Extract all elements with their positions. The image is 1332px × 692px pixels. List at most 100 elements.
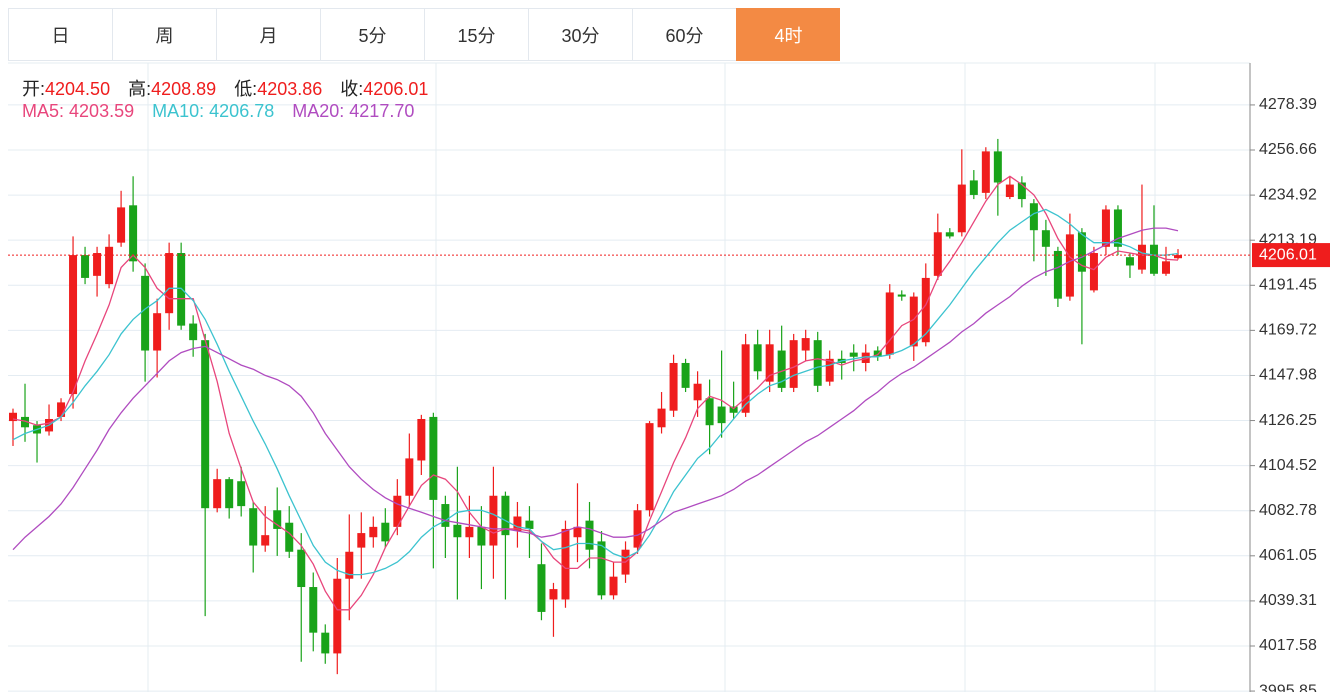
period-tab[interactable]: 5分 — [320, 8, 424, 61]
candle-body — [1089, 253, 1098, 291]
candle-body — [1053, 250, 1062, 299]
ma-value: 4217.70 — [349, 101, 415, 121]
period-tab[interactable]: 15分 — [424, 8, 528, 61]
candle-body — [9, 412, 17, 422]
candle-body — [777, 350, 786, 388]
period-tab[interactable]: 月 — [216, 8, 320, 61]
candle-body — [165, 253, 174, 314]
candle-body — [201, 340, 210, 509]
candle-body — [177, 253, 186, 326]
candle-body — [441, 504, 450, 527]
candle-body — [921, 277, 930, 343]
candle-body — [1125, 257, 1134, 266]
candle-body — [297, 549, 306, 588]
candle-body — [105, 246, 114, 285]
candle-body — [225, 479, 234, 509]
ma-label: MA5: — [22, 101, 65, 121]
candle-body — [789, 340, 798, 388]
candle-body — [129, 205, 138, 262]
candle-body — [537, 564, 546, 612]
candle-body — [897, 294, 906, 297]
candle-body — [237, 481, 246, 507]
ohlc-info: 开:4204.50 高:4208.89 低:4203.86 收:4206.01 — [22, 75, 442, 101]
ma-line — [12, 208, 1179, 576]
info-value: 4208.89 — [151, 79, 217, 99]
candle-body — [405, 458, 414, 496]
candle-body — [1101, 209, 1110, 247]
candle-body — [813, 340, 822, 386]
candle-body — [969, 180, 978, 195]
period-tab[interactable]: 60分 — [632, 8, 736, 61]
candle-body — [1113, 209, 1122, 247]
candle-body — [585, 520, 594, 550]
candle-body — [1029, 203, 1038, 231]
candle-body — [117, 207, 126, 243]
info-value: 4206.01 — [363, 79, 429, 99]
period-tab[interactable]: 日 — [8, 8, 112, 61]
candle-body — [753, 344, 762, 372]
info-label: 开: — [22, 79, 46, 99]
ma-info-item: MA20: 4217.70 — [292, 101, 414, 122]
ma-label: MA20: — [292, 101, 345, 121]
candle-body — [1017, 182, 1026, 200]
candle-body — [597, 541, 606, 596]
candle-body — [945, 232, 954, 237]
ma-line — [12, 227, 1179, 551]
y-tick-label: 4191.45 — [1259, 277, 1317, 294]
candle-body — [765, 344, 774, 382]
candle-body — [609, 576, 618, 596]
candle-body — [885, 292, 894, 355]
y-tick-label: 4169.72 — [1259, 322, 1317, 339]
y-tick-label: 4126.25 — [1259, 412, 1317, 429]
candle-body — [561, 528, 570, 600]
candle-body — [21, 416, 30, 428]
period-tab[interactable]: 周 — [112, 8, 216, 61]
period-tab[interactable]: 4时 — [736, 8, 840, 61]
y-tick-label: 4104.52 — [1259, 457, 1317, 474]
candle-body — [213, 479, 222, 509]
candle-body — [993, 151, 1002, 183]
info-value: 4204.50 — [45, 79, 111, 99]
candle-body — [729, 406, 738, 413]
candle-body — [1149, 244, 1158, 274]
candle-body — [669, 362, 678, 411]
candle-body — [1077, 232, 1086, 272]
info-item: 高:4208.89 — [128, 75, 216, 101]
candle-body — [513, 516, 522, 532]
y-tick-label: 4234.92 — [1259, 186, 1317, 203]
candle-body — [285, 522, 294, 552]
candle-body — [465, 526, 474, 538]
candle-body — [861, 352, 870, 363]
candle-body — [633, 510, 642, 548]
y-tick-label: 4061.05 — [1259, 547, 1317, 564]
candle-body — [645, 423, 654, 511]
candle-body — [549, 589, 558, 600]
candle-body — [141, 275, 150, 351]
candle-body — [573, 526, 582, 538]
candle-body — [1174, 255, 1182, 259]
y-tick-label: 4147.98 — [1259, 367, 1317, 384]
candle-body — [909, 296, 918, 347]
candle-body — [849, 352, 858, 357]
period-tabs: 日周月 5分 15分 30分 60分 4时 — [8, 8, 840, 61]
candle-body — [309, 587, 318, 633]
candle-body — [525, 520, 534, 529]
ma-info-item: MA5: 4203.59 — [22, 101, 134, 122]
last-price-label: 4206.01 — [1259, 246, 1317, 263]
candle-body — [417, 418, 426, 461]
candle-body — [57, 402, 66, 417]
candle-body — [1161, 261, 1170, 274]
candle-body — [393, 495, 402, 527]
candle-body — [657, 408, 666, 428]
ma-label: MA10: — [152, 101, 205, 121]
candle-body — [261, 535, 270, 546]
candle-body — [717, 406, 726, 424]
candle-body — [369, 526, 378, 538]
candle-body — [933, 232, 942, 276]
candle-body — [357, 533, 366, 548]
candle-body — [1065, 234, 1074, 297]
candle-body — [93, 253, 102, 276]
period-tab[interactable]: 30分 — [528, 8, 632, 61]
y-tick-label: 4039.31 — [1259, 592, 1317, 609]
y-tick-label: 4256.66 — [1259, 141, 1317, 158]
